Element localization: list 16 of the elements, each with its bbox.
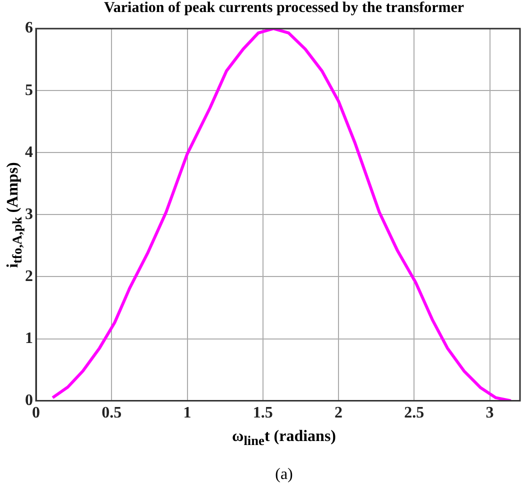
y-tick-label: 4 <box>25 144 33 161</box>
y-tick-label: 6 <box>25 20 33 37</box>
text: (a) <box>274 466 294 484</box>
x-tick-label: 1.5 <box>252 404 273 422</box>
chart-title: Variation of peak currents processed by the transformer <box>102 0 466 17</box>
x-tick-label: 1 <box>183 404 192 422</box>
x-tick-label: 3 <box>486 404 494 422</box>
y-tick-label: 2 <box>25 268 33 285</box>
x-axis-title: ω$_{line}$t (radians) <box>231 428 337 450</box>
y-tick-label: 1 <box>25 330 33 347</box>
x-tick-label: 2.5 <box>404 404 424 422</box>
y-tick-label: 3 <box>25 206 33 223</box>
y-tick-label: 5 <box>25 82 33 99</box>
x-tick-label: 0.5 <box>102 404 122 422</box>
x-tick-label: 2 <box>334 404 342 422</box>
y-tick-label: 0 <box>25 392 33 409</box>
